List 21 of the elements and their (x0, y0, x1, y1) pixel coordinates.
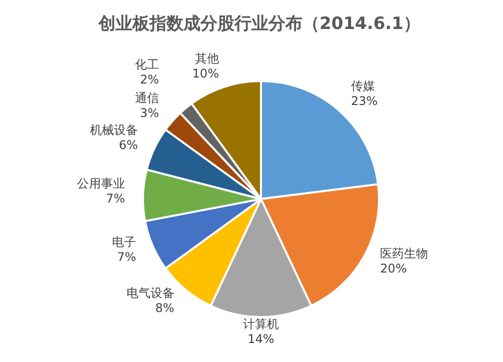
slice-label: 电气设备 (126, 286, 174, 300)
data-label: 23% (350, 94, 378, 108)
data-label: 6% (118, 138, 138, 152)
chart-title: 创业板指数成分股行业分布（2014.6.1） (97, 13, 422, 35)
data-label: 14% (248, 332, 274, 346)
slice-label: 计算机 (243, 317, 279, 331)
data-label: 7% (117, 250, 136, 264)
slice-label: 医药生物 (380, 246, 428, 261)
data-label: 7% (106, 192, 126, 206)
data-label: 8% (155, 300, 174, 315)
slice-label: 其他 (194, 52, 219, 66)
data-label: 20% (380, 262, 407, 276)
slice-label: 传媒 (350, 78, 375, 93)
data-label: 2% (140, 72, 160, 87)
slice-label: 公用事业 (77, 176, 126, 191)
slice-label: 机械设备 (90, 123, 138, 138)
slice-label: 电子 (112, 235, 136, 250)
slice-label: 通信 (134, 91, 159, 106)
data-label: 3% (140, 106, 159, 120)
slice-label: 化工 (135, 58, 160, 72)
data-label: 10% (192, 66, 219, 81)
